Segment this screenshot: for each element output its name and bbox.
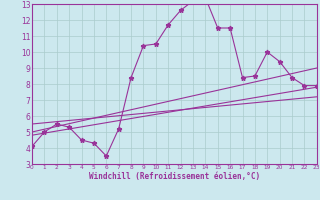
X-axis label: Windchill (Refroidissement éolien,°C): Windchill (Refroidissement éolien,°C) [89,172,260,181]
